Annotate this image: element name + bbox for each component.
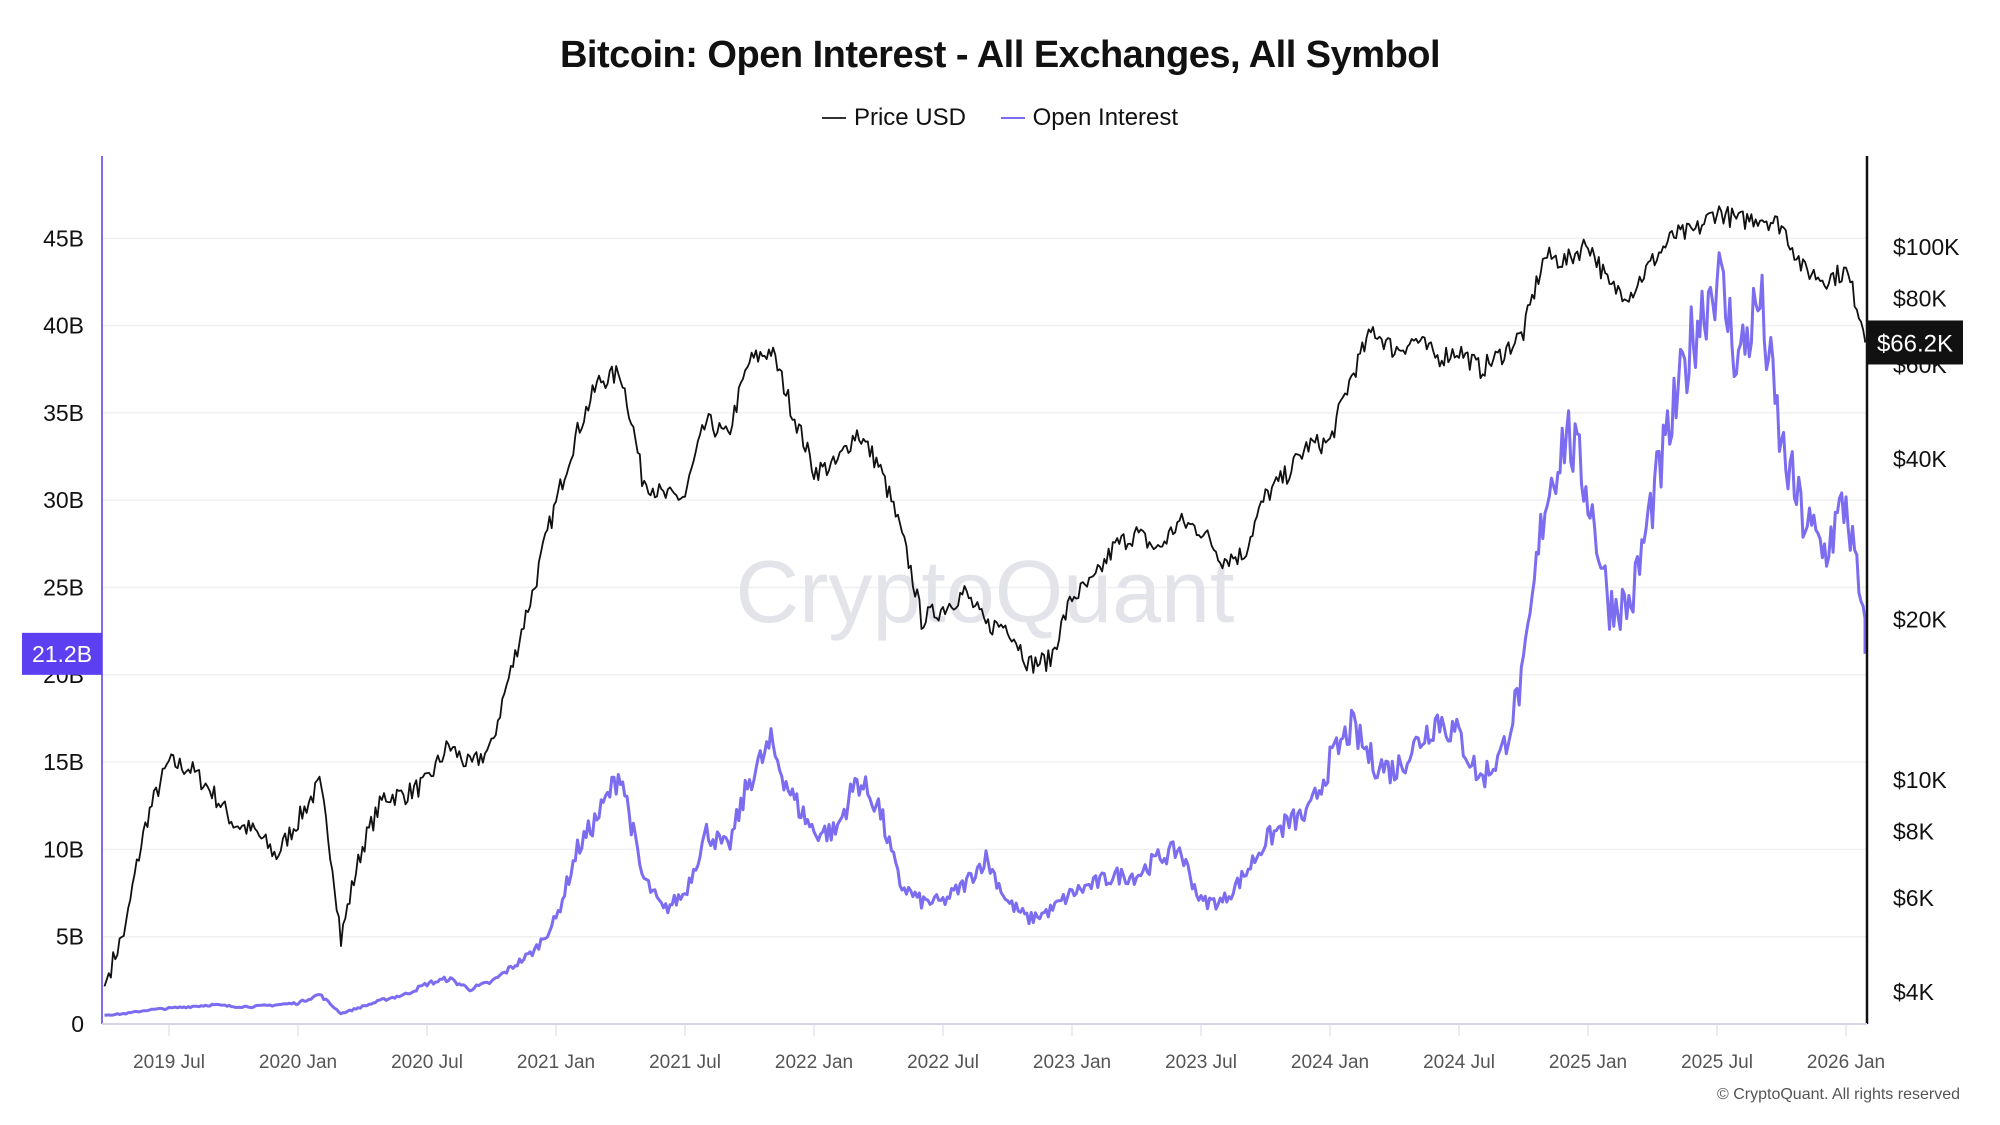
x-tick-label: 2021 Jan	[517, 1052, 595, 1073]
legend-label-open-interest: Open Interest	[1032, 104, 1179, 131]
left-tick-label: 25B	[43, 575, 84, 601]
open-interest-line	[104, 251, 1867, 1017]
right-tick-label: $8K	[1893, 819, 1935, 845]
left-tick-label: 5B	[56, 924, 84, 950]
right-tick-label: $10K	[1893, 767, 1947, 793]
x-tick-label: 2022 Jan	[775, 1052, 853, 1073]
right-tick-label: $4K	[1893, 979, 1935, 1005]
x-tick-label: 2019 Jul	[133, 1052, 205, 1073]
legend-swatch-price	[821, 117, 846, 119]
left-axis: 05B10B15B20B25B30B35B40B45B	[43, 225, 84, 1037]
right-tick-label: $20K	[1893, 607, 1947, 633]
x-tick-label: 2023 Jan	[1033, 1052, 1111, 1073]
left-tick-label: 15B	[43, 749, 84, 775]
x-tick-label: 2021 Jul	[649, 1052, 721, 1073]
left-tick-label: 0	[71, 1011, 84, 1037]
watermark: CryptoQuant	[736, 542, 1235, 641]
x-tick-label: 2020 Jan	[259, 1052, 337, 1073]
open-interest-current-badge: 21.2B	[22, 632, 102, 675]
chart-title: Bitcoin: Open Interest - All Exchanges, …	[559, 34, 1441, 76]
x-axis: 2019 Jul 2020 Jan 2020 Jul 2021 Jan 2021 Jul…	[133, 1024, 1885, 1073]
legend-swatch-open-interest	[1000, 117, 1025, 119]
right-axis: $4K$6K$8K$10K$20K$40K$60K$80K$100K	[1893, 234, 1960, 1005]
legend: Price USD Open Interest	[0, 98, 2000, 132]
x-tick-label: 2020 Jul	[391, 1052, 463, 1073]
left-tick-label: 30B	[43, 487, 84, 513]
x-tick-label: 2024 Jul	[1423, 1052, 1495, 1073]
gridlines	[102, 237, 1867, 938]
open-interest-badge-bg	[22, 632, 102, 675]
series-layer	[103, 205, 1867, 1017]
price-badge-label: $66.2K	[1877, 330, 1953, 357]
left-tick-label: 10B	[43, 836, 84, 862]
left-tick-label: 35B	[43, 400, 84, 426]
legend-label-price: Price USD	[853, 104, 966, 131]
left-tick-label: 45B	[43, 225, 84, 251]
price-usd-line	[103, 205, 1866, 987]
left-tick-label: 40B	[43, 313, 84, 339]
x-tick-label: 2023 Jul	[1165, 1052, 1237, 1073]
copyright: © CryptoQuant. All rights reserved	[1717, 1086, 1960, 1103]
x-tick-label: 2026 Jan	[1807, 1052, 1885, 1073]
right-tick-label: $6K	[1893, 885, 1935, 911]
price-badge-bg	[1868, 320, 1963, 365]
right-tick-label: $100K	[1893, 234, 1960, 260]
x-tick-label: 2025 Jul	[1681, 1052, 1753, 1073]
current-value-badges: 21.2B $66.2K	[22, 320, 1963, 675]
x-tick-label: 2025 Jan	[1549, 1052, 1627, 1073]
legend-item-price[interactable]: Price USD	[821, 104, 966, 132]
price-current-badge: $66.2K	[1868, 320, 1963, 365]
right-tick-label: $40K	[1893, 446, 1947, 472]
x-tick-label: 2024 Jan	[1291, 1052, 1369, 1073]
x-tick-label: 2022 Jul	[907, 1052, 979, 1073]
right-tick-label: $80K	[1893, 286, 1947, 312]
legend-item-open-interest[interactable]: Open Interest	[1000, 104, 1179, 132]
open-interest-badge-label: 21.2B	[32, 641, 92, 667]
